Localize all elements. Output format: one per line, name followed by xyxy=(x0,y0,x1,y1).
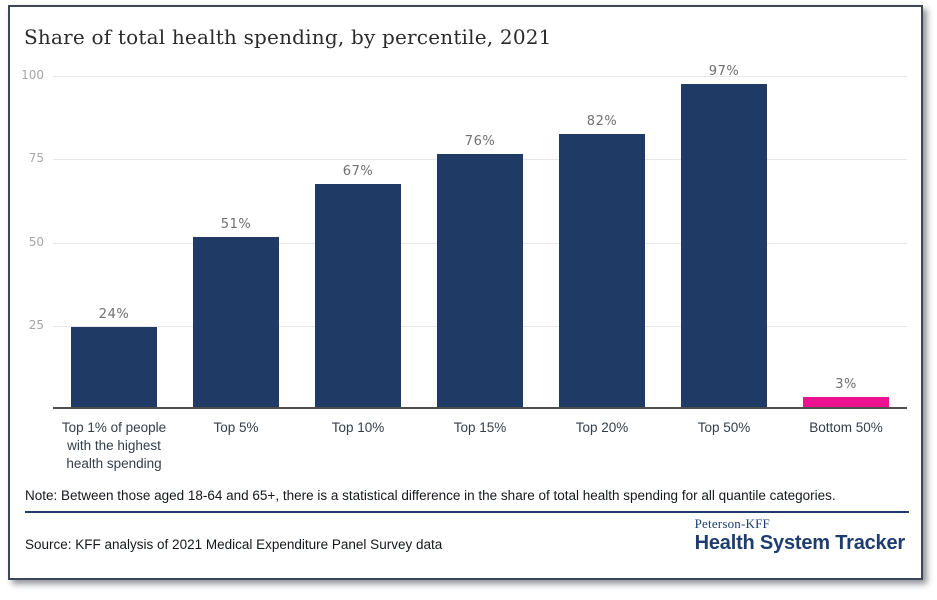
y-axis-tick-label: 50 xyxy=(28,235,44,249)
bar-value-label: 82% xyxy=(586,114,618,129)
bar-4 xyxy=(437,154,523,407)
chart-source: Source: KFF analysis of 2021 Medical Exp… xyxy=(25,537,443,552)
chart-note: Note: Between those aged 18-64 and 65+, … xyxy=(25,488,836,503)
plot-area: 24% 51% 67% 76% 82% 97% 3% xyxy=(53,64,907,409)
logo-brand-top: Peterson-KFF xyxy=(694,516,770,531)
x-axis-category-label: Top 1% of people with the highest health… xyxy=(61,420,167,471)
y-axis-tick-label: 25 xyxy=(28,318,44,332)
bar-value-label: 67% xyxy=(342,164,374,179)
x-axis-category-label: Top 15% xyxy=(453,420,507,435)
chart-title: Share of total health spending, by perce… xyxy=(24,25,552,49)
bar-6 xyxy=(681,84,767,407)
bar-3 xyxy=(315,184,401,407)
x-axis-labels: Top 1% of people with the highest health… xyxy=(53,419,907,472)
y-axis-tick-label: 75 xyxy=(28,151,44,165)
bar-2 xyxy=(193,237,279,407)
bar-value-label: 3% xyxy=(835,377,857,392)
x-axis-category-label: Top 50% xyxy=(697,420,751,435)
x-axis-category-label: Top 20% xyxy=(575,420,629,435)
x-axis-category-label: Top 10% xyxy=(331,420,385,435)
bar-5 xyxy=(559,134,645,407)
bar-value-label: 51% xyxy=(220,217,252,232)
gridline xyxy=(53,76,907,77)
x-axis-category-label: Bottom 50% xyxy=(809,420,883,435)
x-axis-category-label: Top 5% xyxy=(213,420,259,435)
chart-card: Share of total health spending, by perce… xyxy=(8,5,923,580)
bar-value-label: 76% xyxy=(464,134,496,149)
y-axis-tick-label: 100 xyxy=(21,68,44,82)
bar-value-label: 97% xyxy=(708,64,740,79)
footer-divider xyxy=(25,511,909,513)
bar-7 xyxy=(803,397,889,407)
bar-value-label: 24% xyxy=(98,307,130,322)
peterson-kff-logo: Peterson-KFF Health System Tracker xyxy=(694,516,906,555)
logo-brand-bottom: Health System Tracker xyxy=(694,532,906,554)
bar-1 xyxy=(71,327,157,407)
